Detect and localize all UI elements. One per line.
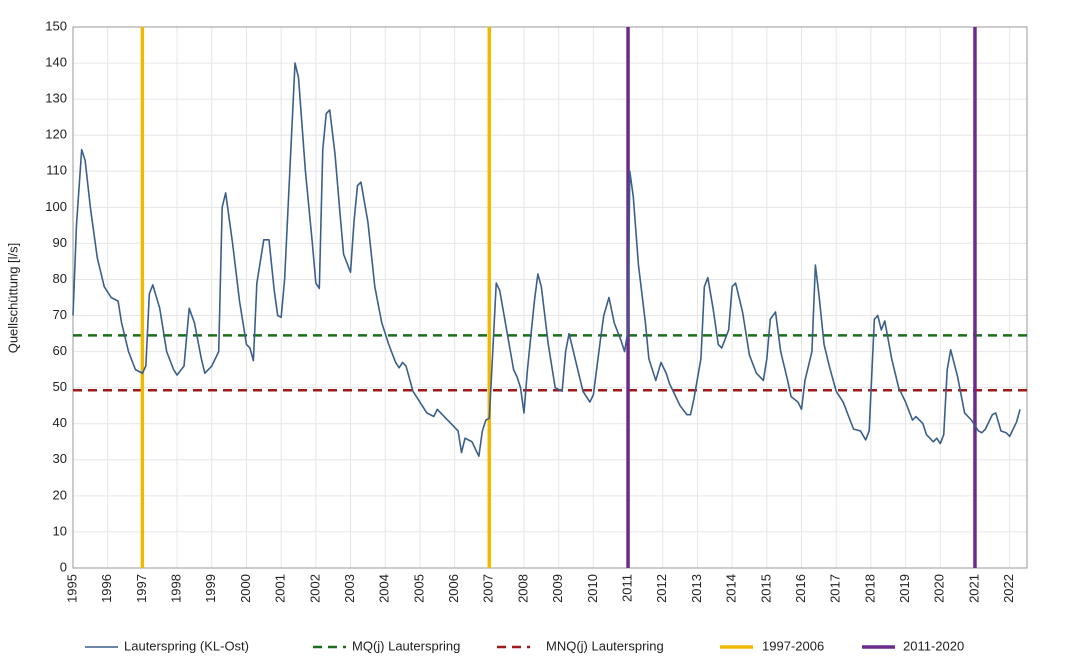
legend-label: 1997-2006	[762, 638, 824, 653]
x-tick-label: 2000	[238, 574, 253, 603]
y-tick-label: 140	[45, 55, 67, 70]
y-tick-label: 40	[53, 415, 67, 430]
x-tick-label: 2002	[307, 574, 322, 603]
x-tick-label: 1996	[99, 574, 114, 603]
x-tick-label: 2006	[446, 574, 461, 603]
y-tick-label: 110	[46, 163, 67, 178]
y-tick-label: 80	[53, 271, 67, 286]
y-tick-label: 120	[45, 127, 67, 142]
x-tick-label: 2017	[828, 574, 843, 603]
y-tick-label: 10	[53, 523, 67, 538]
y-tick-label: 130	[45, 91, 67, 106]
legend-label: 2011-2020	[903, 638, 964, 653]
y-tick-label: 0	[60, 559, 67, 574]
x-tick-label: 2020	[932, 574, 947, 603]
x-tick-label: 2015	[758, 574, 773, 603]
y-axis-label: Quellschüttung [l/s]	[5, 243, 20, 354]
y-tick-label: 150	[45, 18, 67, 33]
x-tick-label: 2008	[515, 574, 530, 603]
x-tick-label: 2003	[342, 574, 357, 603]
x-tick-label: 2009	[550, 574, 565, 603]
x-tick-label: 1999	[203, 574, 218, 603]
x-tick-label: 2005	[411, 574, 426, 603]
y-tick-label: 70	[53, 307, 67, 322]
x-tick-label: 2021	[966, 574, 981, 603]
y-tick-label: 100	[45, 199, 67, 214]
x-tick-label: 2001	[273, 574, 288, 603]
plot-frame	[72, 26, 1028, 569]
y-tick-label: 90	[53, 235, 67, 250]
y-tick-label: 60	[53, 343, 67, 358]
x-tick-label: 2007	[481, 574, 496, 603]
y-tick-label: 20	[53, 487, 67, 502]
x-tick-label: 2013	[689, 574, 704, 603]
x-tick-label: 2011	[619, 574, 634, 602]
x-tick-label: 2004	[377, 574, 392, 603]
x-tick-label: 2018	[862, 574, 877, 603]
legend-label: MNQ(j) Lauterspring	[546, 638, 664, 653]
x-tick-label: 1995	[64, 574, 79, 603]
x-tick-label: 2016	[793, 574, 808, 603]
x-tick-label: 2019	[897, 574, 912, 603]
legend-label: MQ(j) Lauterspring	[352, 638, 460, 653]
legend-label: Lauterspring (KL-Ost)	[124, 638, 249, 653]
x-tick-label: 2014	[724, 574, 739, 603]
x-tick-label: 2012	[654, 574, 669, 603]
x-tick-label: 2010	[585, 574, 600, 603]
x-tick-label: 2022	[1001, 574, 1016, 603]
x-tick-label: 1998	[169, 574, 184, 603]
y-tick-label: 50	[53, 379, 67, 394]
data-line	[72, 62, 1021, 457]
y-tick-label: 30	[53, 451, 67, 466]
x-tick-label: 1997	[134, 574, 149, 603]
